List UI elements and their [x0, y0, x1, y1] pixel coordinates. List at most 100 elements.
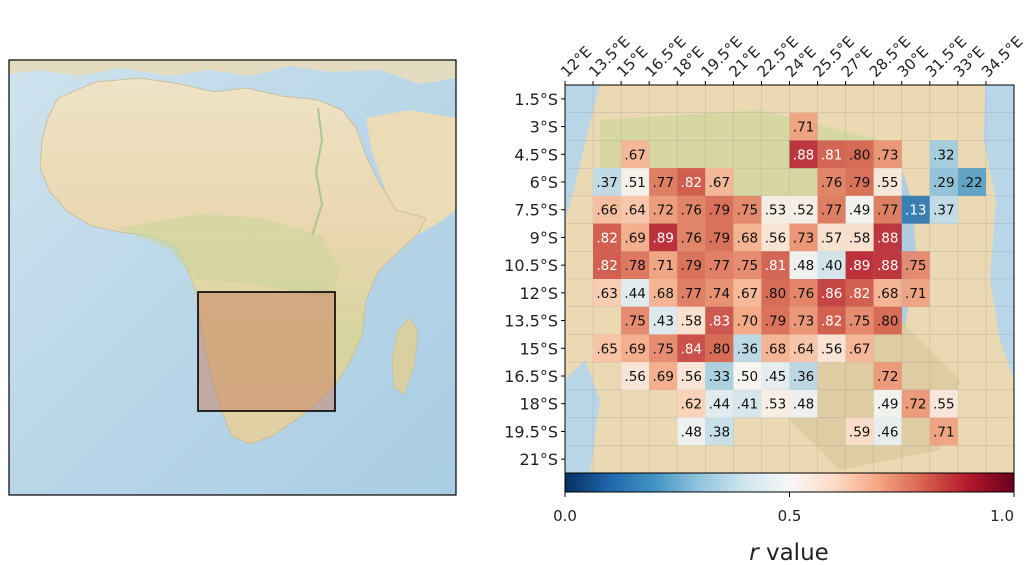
y-tick-label: 6°S [530, 173, 558, 192]
cell-value-label: .68 [737, 230, 758, 246]
cell-value-label: .82 [849, 286, 870, 302]
cell-value-label: .74 [709, 286, 730, 302]
heatmap-cell [621, 168, 650, 196]
cell-value-label: .67 [709, 175, 730, 191]
heatmap-cell [901, 389, 930, 418]
cell-value-label: .67 [624, 147, 645, 163]
cell-value-label: .75 [737, 258, 758, 274]
cell-value-label: .76 [821, 175, 842, 191]
heatmap-cell [817, 140, 846, 169]
cell-value-label: .71 [905, 286, 926, 302]
cell-value-label: .80 [709, 341, 730, 357]
heatmap-cell [705, 279, 734, 307]
heatmap-cell [621, 334, 650, 363]
cell-value-label: .72 [652, 203, 673, 219]
cell-value-label: .79 [681, 258, 702, 274]
heatmap-cell [789, 195, 818, 224]
y-tick-label: 7.5°S [514, 201, 558, 220]
heatmap-cell [677, 306, 706, 335]
heatmap-cell [845, 251, 874, 279]
y-tick-label: 12°S [519, 284, 558, 303]
heatmap-cell [733, 334, 762, 363]
heatmap-cell [677, 362, 706, 390]
study-region-highlight [197, 291, 336, 412]
cell-value-label: .79 [709, 203, 730, 219]
cell-value-label: .37 [596, 175, 617, 191]
heatmap-cell [929, 140, 958, 169]
cell-value-label: .58 [681, 314, 702, 330]
heatmap-cell [705, 251, 734, 279]
heatmap-cell [677, 279, 706, 307]
x-axis-ticks: 12°E13.5°E15°E16.5°E18°E19.5°E21°E22.5°E… [557, 32, 1026, 85]
heatmap-cell [873, 306, 902, 335]
cell-value-label: .77 [877, 203, 898, 219]
cell-value-label: .89 [849, 258, 870, 274]
cell-value-label: .77 [821, 203, 842, 219]
heatmap-cell [705, 389, 734, 418]
heatmap-cell [761, 334, 790, 363]
heatmap-cell [929, 417, 958, 446]
colorbar-label: r value [749, 540, 829, 565]
cell-value-label: .80 [877, 314, 898, 330]
cell-value-label: .88 [793, 147, 814, 163]
cell-value-label: .69 [624, 341, 645, 357]
y-tick-label: 9°S [530, 228, 558, 247]
heatmap-cell [677, 334, 706, 363]
cell-value-label: .81 [821, 147, 842, 163]
vegetation-belt [120, 214, 340, 300]
cell-value-label: .71 [793, 120, 814, 136]
heatmap-cell [705, 306, 734, 335]
cell-value-label: .67 [849, 341, 870, 357]
heatmap-cell [593, 334, 622, 363]
heatmap-cell [761, 279, 790, 307]
y-tick-label: 1.5°S [514, 90, 558, 109]
heatmap-cell [845, 223, 874, 252]
cell-value-label: .32 [933, 147, 954, 163]
heatmap-cell [901, 279, 930, 307]
cell-value-label: .37 [933, 203, 954, 219]
heatmap-cell [593, 195, 622, 224]
cell-value-label: .36 [737, 341, 758, 357]
heatmap-cell [901, 251, 930, 279]
heatmap-cell [789, 140, 818, 169]
heatmap-cell [649, 251, 678, 279]
heatmap-cell [873, 168, 902, 196]
heatmap-cell [817, 168, 846, 196]
heatmap-cell [873, 362, 902, 390]
cell-value-label: .65 [596, 341, 617, 357]
cell-value-label: .68 [652, 286, 673, 302]
cell-value-label: .75 [624, 314, 645, 330]
cell-value-label: .64 [624, 203, 645, 219]
y-tick-label: 16.5°S [504, 367, 558, 386]
europe-landmass [9, 60, 456, 84]
cell-value-label: .79 [849, 175, 870, 191]
cell-value-label: .53 [765, 397, 786, 413]
heatmap-cell [649, 279, 678, 307]
heatmap-cell [677, 168, 706, 196]
colorbar [564, 472, 1015, 493]
heatmap-cell [593, 223, 622, 252]
cell-value-label: .86 [821, 286, 842, 302]
heatmap-cell [593, 251, 622, 279]
heatmap-cell [733, 223, 762, 252]
cell-value-label: .82 [596, 258, 617, 274]
y-tick-label: 15°S [519, 339, 558, 358]
heatmap-cell [677, 195, 706, 224]
heatmap-cell [649, 168, 678, 196]
colorbar-tick-label: 0.5 [778, 507, 802, 525]
heatmap-cell [677, 389, 706, 418]
y-tick-label: 10.5°S [504, 256, 558, 275]
heatmap-cell [817, 306, 846, 335]
heatmap-cell [705, 334, 734, 363]
heatmap-cell [705, 417, 734, 446]
colorbar-tick-label: 1.0 [990, 507, 1014, 525]
cell-value-label: .36 [793, 369, 814, 385]
cell-value-label: .56 [821, 341, 842, 357]
heatmap-cell [649, 195, 678, 224]
nile-region [311, 107, 324, 237]
y-tick-label: 18°S [519, 395, 558, 414]
heatmap-cell [873, 251, 902, 279]
cell-value-label: .73 [793, 314, 814, 330]
heatmap-cell [817, 223, 846, 252]
cell-value-label: .68 [877, 286, 898, 302]
